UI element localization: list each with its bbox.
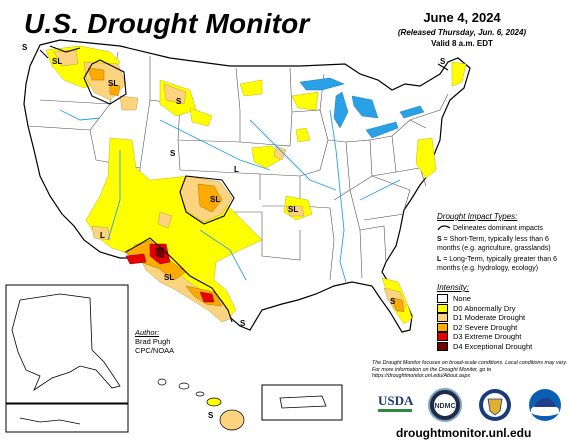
alaska-shape (11, 293, 121, 392)
impact-label-s: S (22, 43, 28, 52)
legend-swatch (437, 341, 448, 351)
conus-outline (23, 39, 471, 333)
impact-labels: S SL SL S S L SL L SL SL S S S S (22, 43, 446, 420)
impact-long-key: L (437, 256, 442, 263)
legend-label: None (453, 294, 471, 304)
legend-item-d3: D3 Extreme Drought (437, 332, 567, 342)
aleutians (19, 417, 81, 425)
impact-label-sl: SL (108, 79, 118, 88)
disclaimer-text: The Drought Monitor focuses on broad-sca… (372, 360, 568, 379)
ndmc-logo: NDMC (428, 388, 462, 422)
hawaii-islands (157, 378, 245, 431)
usda-logo-swoosh (378, 409, 412, 412)
release-date: (Released Thursday, Jun. 6, 2024) (397, 28, 527, 37)
impact-label-s: S (390, 297, 396, 306)
author-block: Author: Brad Pugh CPC/NOAA (135, 328, 174, 355)
intensity-title: Intensity: (437, 283, 470, 292)
legend-item-d1: D1 Moderate Drought (437, 313, 567, 323)
impact-delineates-row: Delineates dominant impacts (437, 224, 571, 233)
impact-types-legend: Drought Impact Types: Delineates dominan… (437, 212, 571, 275)
legend-label: D2 Severe Drought (453, 322, 518, 332)
impact-label-l: L (100, 231, 105, 240)
logo-row: USDA NDMC (376, 387, 568, 425)
author-title: Author: (135, 328, 160, 337)
intensity-legend: Intensity: None D0 Abnormally Dry D1 Mod… (437, 283, 567, 351)
boundary-line-icon (437, 225, 451, 231)
impact-label-s: S (208, 411, 214, 420)
impact-long-row: L = Long-Term, typically greater than 6 … (437, 255, 571, 273)
usda-logo-text: USDA (378, 393, 414, 408)
ndmc-logo-text: NDMC (435, 403, 456, 410)
map-title: U.S. Drought Monitor (24, 8, 310, 39)
legend-item-d2: D2 Severe Drought (437, 322, 567, 333)
legend-label: D0 Abnormally Dry (453, 303, 516, 313)
impact-label-sl: SL (210, 195, 220, 204)
noaa-logo (529, 389, 561, 421)
impact-short-row: S = Short-Term, typically less than 6 mo… (437, 235, 571, 253)
author-org: CPC/NOAA (135, 346, 175, 355)
impact-short-key: S (437, 236, 442, 243)
impact-label-s: S (440, 57, 446, 66)
legend-item-d0: D0 Abnormally Dry (437, 303, 567, 314)
legend-swatch (437, 313, 448, 323)
impact-label-s: S (240, 319, 246, 328)
impact-label-sl: SL (288, 205, 298, 214)
legend-label: D1 Moderate Drought (453, 313, 526, 323)
legend-swatch (437, 322, 448, 332)
impact-types-title: Drought Impact Types: (437, 212, 518, 221)
impact-delineates-text: Delineates dominant impacts (452, 225, 543, 232)
usda-logo: USDA (376, 387, 416, 423)
impact-label-l: L (234, 165, 239, 174)
great-lakes (299, 77, 425, 139)
legend-label: D3 Extreme Drought (453, 332, 522, 342)
impact-boundaries (39, 45, 449, 323)
author-name: Brad Pugh (135, 337, 171, 346)
impact-label-sl: SL (164, 273, 174, 282)
legend-swatch (437, 332, 448, 342)
impact-label-sl: SL (52, 57, 62, 66)
date-block: June 4, 2024 (Released Thursday, Jun. 6,… (378, 10, 546, 48)
impact-short-text: = Short-Term, typically less than 6 mont… (437, 236, 551, 252)
legend-swatch (437, 294, 448, 304)
impact-label-s: S (170, 149, 176, 158)
legend-swatch (437, 303, 448, 313)
rivers (59, 109, 401, 283)
impact-label-s: S (176, 97, 182, 106)
alaska-aleutians-inset (5, 403, 129, 433)
legend-item-none: None (437, 294, 567, 304)
puerto-rico-shape (279, 395, 327, 409)
website-url[interactable]: droughtmonitor.unl.edu (396, 426, 532, 440)
d3-areas (125, 243, 215, 303)
commerce-seal-logo (479, 389, 511, 421)
legend-item-d4: D4 Exceptional Drought (437, 341, 567, 352)
valid-time: Valid 8 a.m. EDT (431, 39, 493, 48)
legend-label: D4 Exceptional Drought (453, 341, 533, 351)
map-date: June 4, 2024 (423, 10, 501, 25)
impact-long-text: = Long-Term, typically greater than 6 mo… (437, 256, 558, 272)
